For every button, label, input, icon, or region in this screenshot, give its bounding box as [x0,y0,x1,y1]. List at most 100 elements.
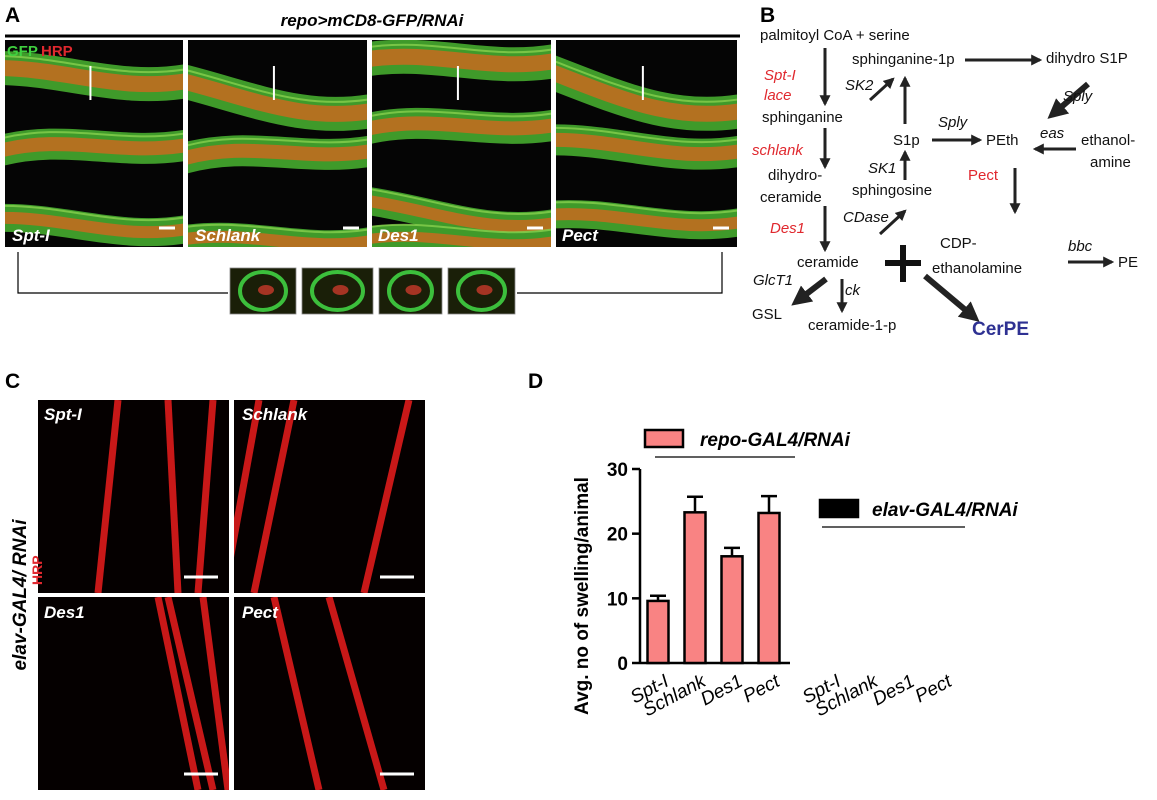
fiber-edge [372,43,551,54]
legend-swatch [643,428,685,449]
error-bar [761,494,777,513]
stain-label: HRP [41,43,73,60]
axons [154,597,229,790]
gene-label: schlank [752,142,804,159]
axon [325,597,388,790]
error-bar [650,594,666,601]
legend-label: repo-GAL4/RNAi [700,430,851,451]
enzyme-label: ck [845,282,862,299]
micrograph-group [5,40,737,247]
micrograph [234,597,425,790]
metabolite: GSL [752,306,782,323]
axon [164,400,182,593]
image-label: Spt-I [44,405,83,424]
axons [234,400,413,593]
gene-label: Spt-I [764,67,796,84]
fiber-edge [5,204,183,222]
fiber-edge [188,69,367,103]
legend-label: elav-GAL4/RNAi [872,500,1018,521]
axon [234,400,263,558]
axon [250,400,298,593]
axons [270,597,388,790]
cross-core [476,285,493,295]
fibers [5,51,183,247]
cross-ring [456,270,507,312]
gene-label: lace [764,87,792,104]
legend-swatch [818,498,860,519]
enzyme-label: CDase [843,209,889,226]
fiber-edge [372,110,551,118]
enzyme-label: Sply [1063,88,1094,105]
cross-ring [387,270,434,312]
micrograph [38,597,229,790]
arrow [868,77,895,102]
cross-core [332,285,349,295]
y-axis-title: Avg. no of swelling/animal [572,477,593,715]
image-label: Spt-I [12,226,51,245]
fiber-core [556,65,737,122]
panel-title: repo>mCD8-GFP/RNAi [281,11,465,30]
stain-label: GFP [7,43,38,60]
enzyme-label: Sply [938,114,969,131]
plus-sign [885,245,921,282]
metabolite: PEth [986,132,1019,149]
x-tick-label: Des1 [697,671,746,710]
metabolite: sphinganine [762,109,843,126]
product-label: CerPE [972,319,1029,340]
gene-label: Des1 [770,220,805,237]
axon [194,400,217,593]
fiber-core [372,231,551,247]
metabolite: PE [1118,254,1138,271]
bracket [17,252,723,294]
metabolite: ceramide [760,189,822,206]
micrograph-group [38,400,425,790]
fiber-core [5,137,183,157]
x-tick-label: Des1 [869,671,918,710]
panel-label: A [5,4,20,27]
fibers [372,40,551,247]
cross-ring [310,270,365,312]
y-tick-label: 0 [617,654,628,675]
fibers [188,65,367,247]
cross-sections [229,267,516,315]
bar [646,599,670,665]
metabolite: dihydro- [768,167,822,184]
cross-core [405,285,422,295]
axon [94,400,122,593]
enzyme-label: SK2 [845,77,874,94]
pathway-diagram: palmitoyl CoA + serine sphinganine-1p di… [752,27,1138,340]
enzyme-label: bbc [1068,238,1093,255]
axon [270,597,323,790]
metabolite: ceramide-1-p [808,317,896,334]
axon [199,597,229,790]
metabolite: ethanolamine [932,260,1022,277]
metabolite: S1p [893,132,920,149]
fiber-edge [372,223,551,234]
enzyme-label: GlcT1 [753,272,793,289]
fiber-core [5,211,183,239]
fibers [556,55,737,240]
fiber-core [188,74,367,122]
y-tick-label: 30 [607,460,628,481]
y-tick-label: 20 [607,525,628,546]
stain-label: HRP [29,555,45,585]
axon [360,400,413,593]
fiber-edge [372,188,551,216]
fiber-edge [556,126,737,144]
enzyme-label: SK1 [868,160,896,177]
cross-core [258,285,274,295]
fiber-core [556,208,737,232]
image-label: Schlank [195,226,262,245]
metabolite: sphingosine [852,182,932,199]
fiber-edge [188,137,367,147]
fiber-core [556,132,737,162]
metabolite: dihydro S1P [1046,50,1128,67]
fiber-edge [188,223,367,234]
metabolite: ceramide [797,254,859,271]
fiber-core [188,230,367,247]
image-label: Schlank [242,405,309,424]
arrow [1047,81,1090,119]
micrograph [234,400,425,593]
x-tick-label: Pect [740,671,784,708]
